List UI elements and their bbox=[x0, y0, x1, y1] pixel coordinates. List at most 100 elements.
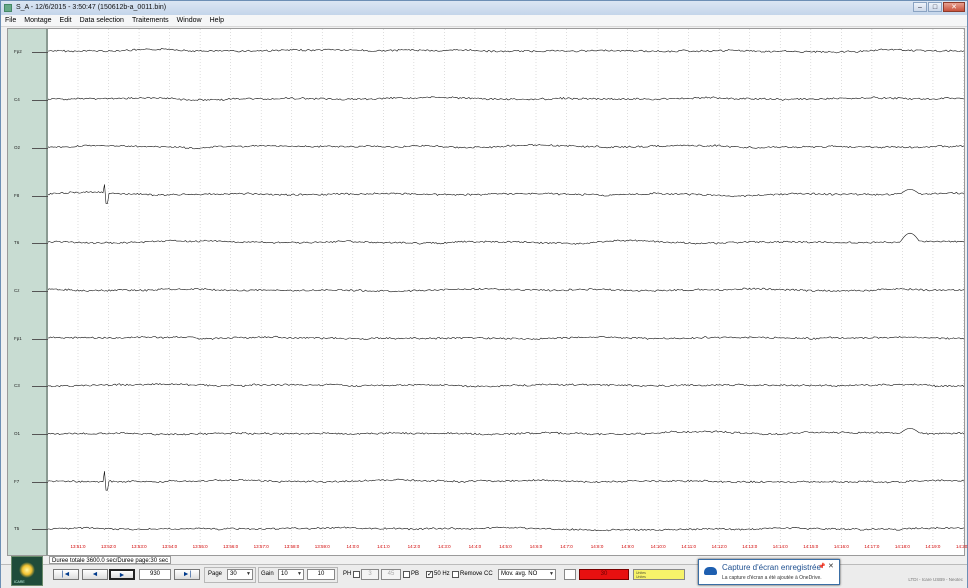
channel-label: Fp1 bbox=[14, 336, 22, 341]
time-label: 14:12:0 bbox=[711, 544, 727, 549]
ph-checkbox[interactable] bbox=[353, 571, 360, 578]
time-label: 14:17:0 bbox=[864, 544, 880, 549]
time-label: 14:18:0 bbox=[894, 544, 910, 549]
units-line: Unites bbox=[636, 575, 646, 579]
cloud-icon bbox=[704, 567, 717, 575]
eeg-trace bbox=[48, 335, 964, 340]
pb-checkbox[interactable] bbox=[403, 571, 410, 578]
menu-montage[interactable]: Montage bbox=[24, 17, 52, 24]
channel-tick bbox=[32, 52, 48, 53]
moving-average-select[interactable]: Mov. avg. NO ▼ bbox=[498, 569, 556, 580]
notification-body: La capture d'écran a été ajoutée à OneDr… bbox=[722, 575, 822, 581]
play-icon: ► bbox=[118, 572, 126, 579]
menu-edit[interactable]: Edit bbox=[59, 17, 72, 24]
menu-help[interactable]: Help bbox=[209, 17, 224, 24]
channel-label: F7 bbox=[14, 479, 20, 484]
eeg-trace bbox=[48, 471, 964, 491]
time-label: 14:13:0 bbox=[742, 544, 758, 549]
gain-value: 10 bbox=[281, 571, 288, 577]
channel-label: T5 bbox=[14, 526, 20, 531]
eeg-trace bbox=[48, 526, 964, 532]
channel-tick bbox=[32, 291, 48, 292]
play-button[interactable]: ► bbox=[109, 569, 135, 580]
eeg-trace-panel[interactable]: Fp2 C4 O2 F8 T6 Cz Fp1 C3 O1 F7 T5 13:51… bbox=[7, 28, 968, 556]
channel-tick bbox=[32, 100, 48, 101]
channel-label: C4 bbox=[14, 97, 20, 102]
channel-tick bbox=[32, 339, 48, 340]
channel-label: O1 bbox=[14, 431, 21, 436]
logo-label: ICARE bbox=[14, 580, 25, 584]
time-label: 13:56:0 bbox=[223, 544, 239, 549]
hz50-checkbox[interactable]: ✓ bbox=[426, 571, 433, 578]
last-page-button[interactable]: ►| bbox=[174, 569, 200, 580]
ph-field[interactable]: 3 bbox=[361, 569, 379, 580]
channel-label: F8 bbox=[14, 193, 20, 198]
page-group bbox=[204, 567, 256, 583]
channel-label: Cz bbox=[14, 288, 20, 293]
channel-tick bbox=[32, 482, 48, 483]
remove-cc-checkbox[interactable] bbox=[452, 571, 459, 578]
eeg-trace bbox=[48, 96, 964, 101]
menu-data-selection[interactable]: Data selection bbox=[79, 17, 124, 24]
time-label: 14:6:0 bbox=[529, 544, 543, 549]
notification-close-button[interactable]: ✕ bbox=[828, 563, 834, 570]
channel-tick bbox=[32, 386, 48, 387]
maximize-button[interactable]: □ bbox=[928, 2, 942, 12]
time-axis: 13:51:0 13:52:0 13:53:0 13:54:0 13:55:0 13:56… bbox=[48, 544, 968, 554]
chevron-down-icon: ▼ bbox=[549, 571, 554, 577]
previous-page-button[interactable]: ◄ bbox=[82, 569, 108, 580]
gain-field[interactable]: 10 bbox=[307, 569, 335, 580]
chevron-down-icon: ▼ bbox=[297, 571, 302, 577]
gain-select[interactable]: 10 ▼ bbox=[278, 569, 304, 580]
time-label: 14:7:0 bbox=[560, 544, 573, 549]
channel-label: C3 bbox=[14, 383, 20, 388]
pin-icon[interactable]: 📌 bbox=[818, 564, 826, 570]
channel-tick bbox=[32, 434, 48, 435]
time-label: 13:54:0 bbox=[162, 544, 178, 549]
moving-average-value: Mov. avg. NO bbox=[501, 571, 538, 577]
time-label: 14:8:0 bbox=[590, 544, 604, 549]
skip-back-icon: |◄ bbox=[61, 571, 71, 578]
menu-traitements[interactable]: Traitements bbox=[131, 17, 169, 24]
hz50-label: 50 Hz bbox=[434, 571, 450, 577]
eeg-traces bbox=[48, 29, 964, 544]
page-select[interactable]: 30 ▼ bbox=[227, 569, 253, 580]
eeg-trace bbox=[48, 232, 964, 245]
units-indicator: Unites Unites bbox=[633, 569, 685, 580]
chevron-down-icon: ▼ bbox=[246, 571, 251, 577]
channel-tick bbox=[32, 148, 48, 149]
time-label: 14:16:0 bbox=[833, 544, 849, 549]
menu-file[interactable]: File bbox=[5, 17, 17, 24]
onedrive-notification[interactable]: Capture d'écran enregistrée La capture d… bbox=[698, 559, 840, 585]
status-strip: Duree totale 3600.0 sec/Duree page:30 se… bbox=[49, 556, 965, 564]
eeg-trace bbox=[48, 287, 964, 293]
pb-field[interactable]: 45 bbox=[381, 569, 401, 580]
time-label: 14:2:0 bbox=[407, 544, 421, 549]
channel-tick bbox=[32, 529, 48, 530]
time-label: 13:53:0 bbox=[131, 544, 147, 549]
time-label: 13:57:0 bbox=[253, 544, 269, 549]
position-field[interactable]: 930 bbox=[139, 569, 171, 580]
menu-bar: File Montage Edit Data selection Traitem… bbox=[1, 15, 967, 27]
red-indicator: 30 bbox=[579, 569, 629, 580]
close-button[interactable]: ✕ bbox=[943, 2, 965, 12]
footer-text: LTDI - Icare USB9 - Neotec bbox=[908, 577, 963, 582]
page-label: Page bbox=[208, 571, 223, 577]
duration-status: Duree totale 3600.0 sec/Duree page:30 se… bbox=[49, 556, 172, 564]
time-label: 14:14:0 bbox=[772, 544, 788, 549]
channel-label: T6 bbox=[14, 240, 20, 245]
app-logo: ICARE bbox=[11, 556, 43, 586]
indicator-box bbox=[564, 569, 576, 580]
pb-label: PB bbox=[411, 571, 420, 577]
first-page-button[interactable]: |◄ bbox=[53, 569, 79, 580]
eeg-trace bbox=[48, 143, 964, 150]
title-bar[interactable]: S_A - 12/6/2015 - 3:50:47 (150612b-a_001… bbox=[1, 1, 967, 15]
time-label: 14:3:0 bbox=[438, 544, 451, 549]
time-label: 14:20:0 bbox=[955, 544, 968, 549]
menu-window[interactable]: Window bbox=[176, 17, 202, 24]
minimize-button[interactable]: – bbox=[913, 2, 927, 12]
time-label: 14:4:0 bbox=[468, 544, 482, 549]
window-title: S_A - 12/6/2015 - 3:50:47 (150612b-a_001… bbox=[16, 4, 167, 11]
eeg-trace bbox=[48, 428, 964, 436]
